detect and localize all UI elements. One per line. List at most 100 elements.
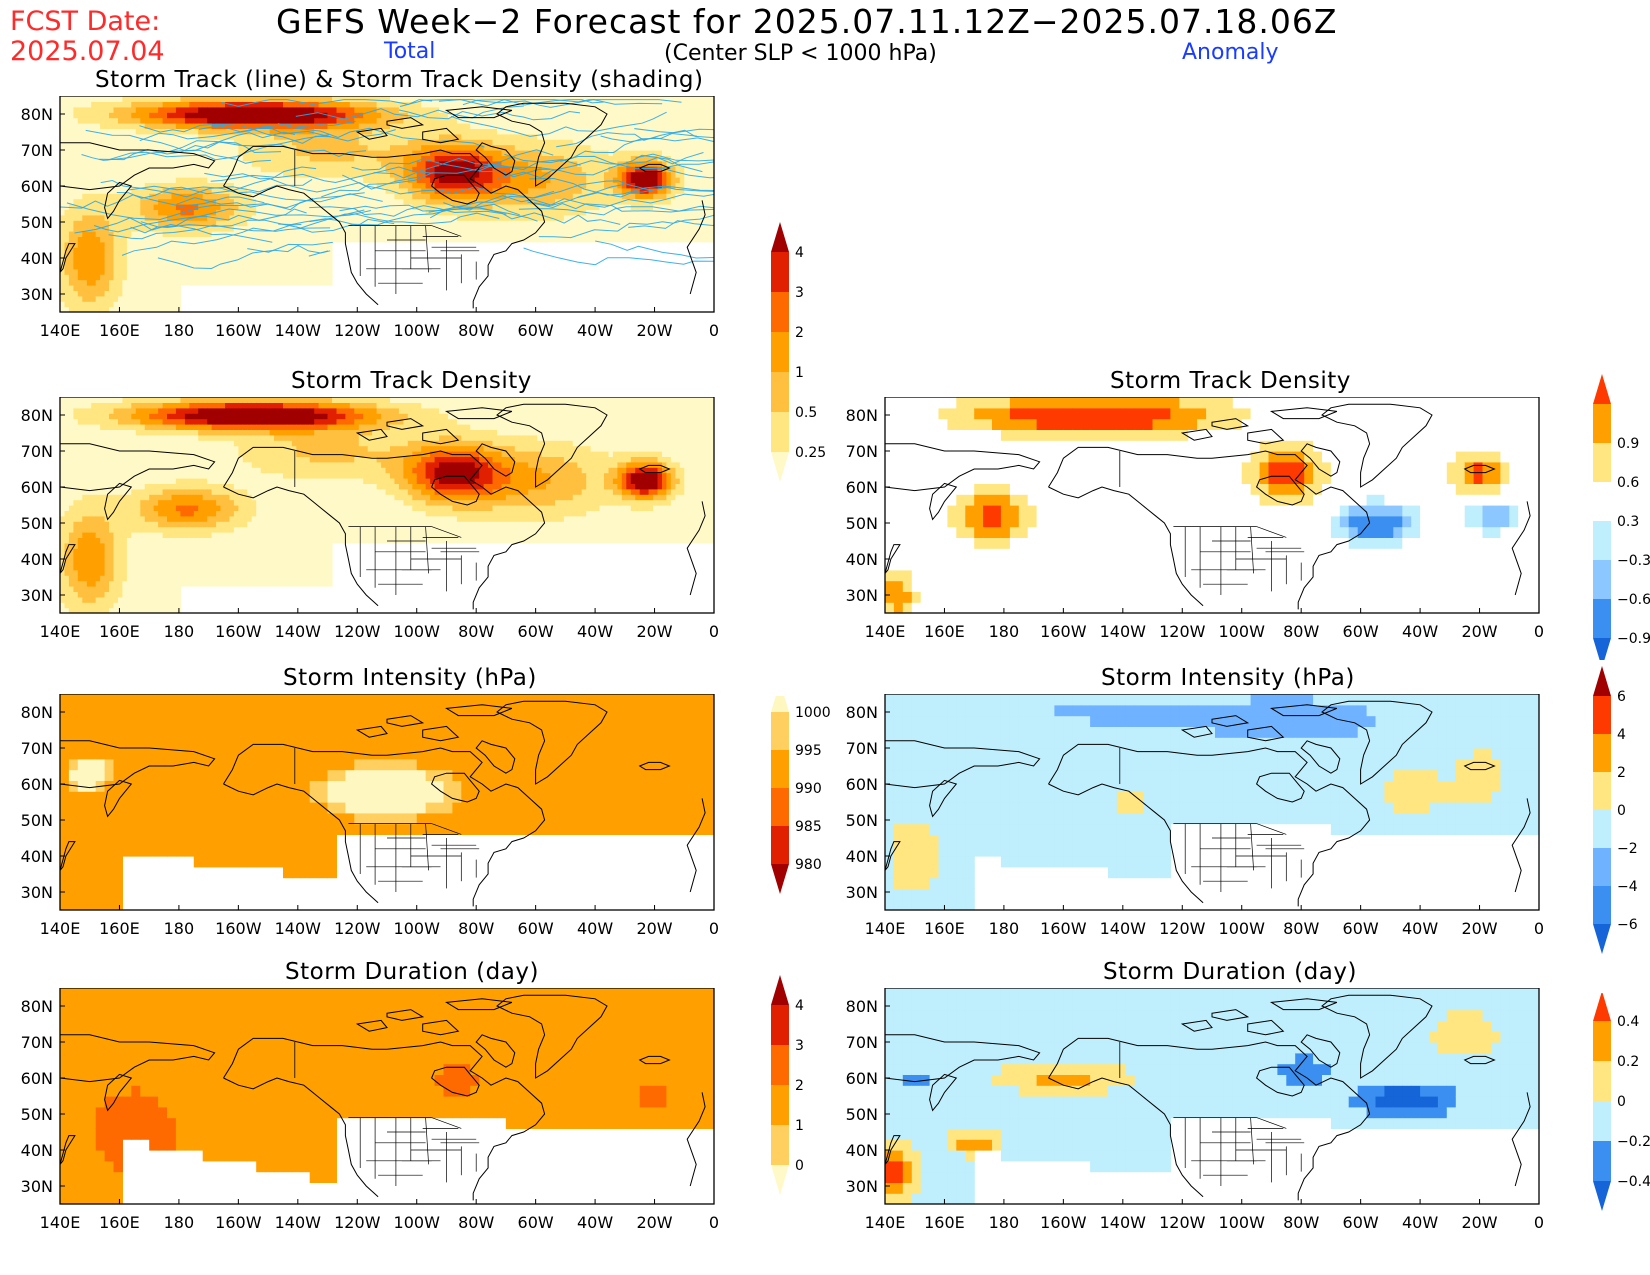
grid-cell <box>167 155 173 162</box>
grid-cell <box>60 117 66 124</box>
grid-cell <box>291 247 297 254</box>
grid-cell <box>135 274 141 281</box>
grid-cell <box>180 182 186 189</box>
grid-cell <box>492 139 498 146</box>
grid-cell <box>198 187 204 194</box>
grid-cell <box>537 139 543 146</box>
grid-cell <box>684 225 690 232</box>
grid-cell <box>193 214 199 221</box>
grid-cell <box>207 160 213 167</box>
grid-cell <box>118 263 124 270</box>
grid-cell <box>242 133 248 140</box>
coastline-north-america-east <box>223 145 546 309</box>
grid-cell <box>447 123 453 129</box>
grid-cell <box>68 602 74 609</box>
storm-track-line <box>450 111 667 137</box>
grid-cell <box>149 268 155 275</box>
grid-cell <box>670 128 676 135</box>
storm-track-line <box>295 203 520 233</box>
grid-cell <box>296 133 302 140</box>
grid-cell <box>358 177 364 183</box>
grid-cell <box>180 231 186 237</box>
grid-cell <box>318 279 324 286</box>
grid-cell <box>291 96 297 102</box>
grid-cell <box>149 204 155 210</box>
grid-cell <box>456 160 462 167</box>
grid-cell <box>390 139 396 146</box>
grid-cell <box>447 220 453 227</box>
grid-cell <box>229 144 235 151</box>
grid-cell <box>688 101 694 108</box>
grid-cell <box>653 236 659 243</box>
grid-cell <box>407 214 413 221</box>
grid-cell <box>523 204 529 210</box>
grid-cell <box>434 160 440 167</box>
grid-cell <box>265 187 271 194</box>
grid-cell <box>711 214 714 221</box>
grid-cell <box>653 209 659 216</box>
grid-cell <box>376 220 382 227</box>
grid-cell <box>358 144 364 151</box>
grid-cell <box>104 295 110 302</box>
grid-cell <box>617 112 623 119</box>
grid-cell <box>211 144 217 151</box>
grid-cell <box>439 231 445 237</box>
grid-cell <box>412 225 418 232</box>
grid-cell <box>135 155 141 162</box>
grid-cell <box>367 112 373 119</box>
grid-cell <box>86 193 92 200</box>
grid-cell <box>82 548 88 555</box>
grid-cell <box>626 198 632 205</box>
grid-cell <box>443 198 449 205</box>
grid-cell <box>256 193 262 200</box>
grid-cell <box>519 236 525 243</box>
grid-cell <box>599 236 605 243</box>
grid-cell <box>64 263 70 270</box>
grid-cell <box>358 225 364 232</box>
grid-cell <box>91 106 97 113</box>
grid-cell <box>126 236 132 243</box>
grid-cell <box>711 117 714 124</box>
grid-cell <box>60 526 66 533</box>
grid-cell <box>233 268 239 275</box>
grid-cell <box>220 117 226 124</box>
grid-cell <box>144 285 150 291</box>
grid-cell <box>662 220 668 227</box>
grid-cell <box>555 112 561 119</box>
grid-cell <box>626 133 632 140</box>
grid-cell <box>220 171 226 178</box>
grid-cell <box>149 128 155 135</box>
grid-cell <box>149 306 155 312</box>
grid-cell <box>162 263 168 270</box>
grid-cell <box>171 123 177 129</box>
grid-cell <box>385 133 391 140</box>
grid-cell <box>456 117 462 124</box>
grid-cell <box>675 96 681 102</box>
grid-cell <box>612 209 618 216</box>
grid-cell <box>318 117 324 124</box>
grid-cell <box>519 133 525 140</box>
grid-cell <box>363 166 369 173</box>
grid-cell <box>711 96 714 102</box>
grid-cell <box>167 247 173 254</box>
grid-cell <box>416 128 422 135</box>
grid-cell <box>354 220 360 227</box>
grid-cell <box>144 182 150 189</box>
grid-cell <box>73 236 79 243</box>
grid-cell <box>68 133 74 140</box>
grid-cell <box>403 198 409 205</box>
grid-cell <box>555 117 561 124</box>
grid-cell <box>470 123 476 129</box>
grid-cell <box>73 306 79 312</box>
grid-cell <box>305 274 311 281</box>
grid-cell <box>327 182 333 189</box>
grid-cell <box>470 160 476 167</box>
grid-cell <box>608 123 614 129</box>
grid-cell <box>550 236 556 243</box>
grid-cell <box>225 241 231 248</box>
grid-cell <box>532 155 538 162</box>
grid-cell <box>296 128 302 135</box>
grid-cell <box>149 177 155 183</box>
grid-cell <box>595 187 601 194</box>
grid-cell <box>287 268 293 275</box>
